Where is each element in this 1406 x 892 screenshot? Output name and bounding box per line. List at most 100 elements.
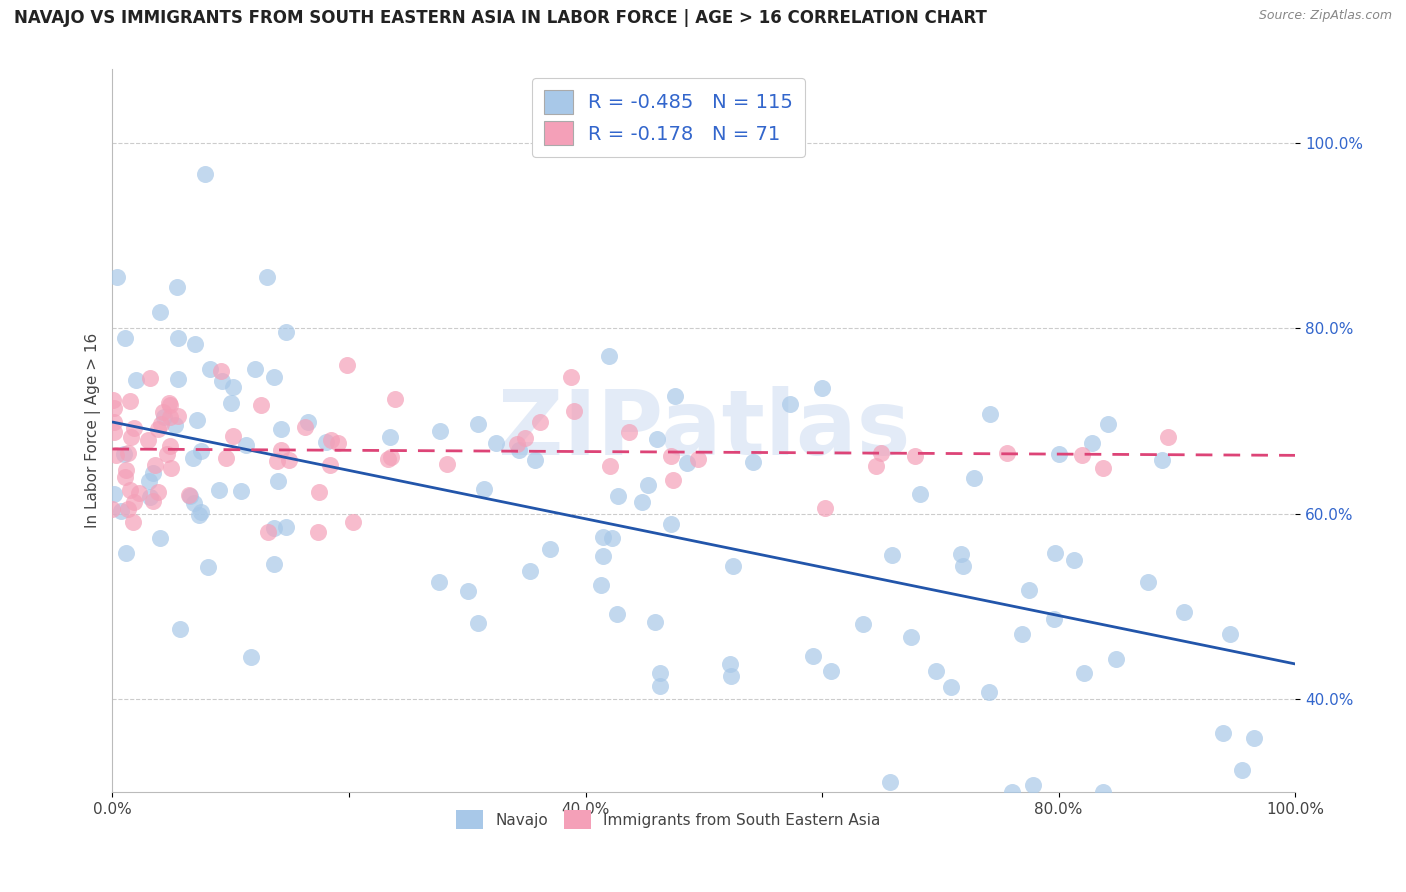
Point bbox=[617, 425, 640, 440]
Point bbox=[103, 401, 125, 416]
Point bbox=[101, 502, 124, 516]
Point bbox=[250, 398, 273, 412]
Point bbox=[718, 657, 741, 671]
Point bbox=[380, 450, 402, 464]
Point bbox=[1001, 785, 1024, 799]
Point bbox=[328, 435, 350, 450]
Point bbox=[315, 434, 337, 449]
Point bbox=[508, 442, 530, 457]
Point bbox=[908, 486, 931, 500]
Point bbox=[183, 496, 205, 510]
Point bbox=[879, 774, 901, 789]
Point bbox=[662, 474, 685, 488]
Point bbox=[120, 393, 142, 408]
Point bbox=[606, 607, 628, 621]
Point bbox=[949, 547, 972, 561]
Point bbox=[124, 421, 146, 435]
Point bbox=[779, 396, 801, 410]
Point bbox=[308, 485, 330, 500]
Point bbox=[165, 418, 187, 433]
Point bbox=[190, 444, 212, 458]
Point bbox=[644, 615, 666, 629]
Point bbox=[952, 558, 974, 573]
Point bbox=[904, 449, 927, 463]
Point bbox=[239, 649, 262, 664]
Point bbox=[427, 574, 450, 589]
Point bbox=[380, 430, 402, 444]
Point bbox=[104, 448, 127, 462]
Point bbox=[117, 502, 139, 516]
Point bbox=[149, 531, 172, 545]
Point bbox=[115, 463, 138, 477]
Point bbox=[1091, 460, 1114, 475]
Point bbox=[166, 279, 188, 293]
Point bbox=[659, 517, 682, 532]
Point bbox=[519, 564, 541, 578]
Point bbox=[529, 415, 551, 429]
Point bbox=[276, 520, 298, 534]
Point bbox=[645, 432, 668, 446]
Point bbox=[436, 458, 458, 472]
Point bbox=[607, 489, 630, 503]
Point bbox=[650, 679, 672, 693]
Point bbox=[117, 446, 139, 460]
Point bbox=[925, 664, 948, 678]
Point bbox=[631, 495, 654, 509]
Point bbox=[659, 449, 682, 463]
Point bbox=[342, 515, 364, 529]
Point bbox=[472, 482, 495, 496]
Point bbox=[592, 530, 614, 544]
Point bbox=[1212, 726, 1234, 740]
Y-axis label: In Labor Force | Age > 16: In Labor Force | Age > 16 bbox=[86, 333, 101, 528]
Point bbox=[229, 484, 252, 499]
Point bbox=[142, 466, 165, 480]
Point bbox=[600, 531, 623, 545]
Point bbox=[103, 487, 125, 501]
Point bbox=[852, 617, 875, 632]
Point bbox=[159, 440, 181, 454]
Point bbox=[979, 407, 1001, 421]
Point bbox=[1047, 448, 1070, 462]
Point bbox=[125, 373, 148, 387]
Legend: Navajo, Immigrants from South Eastern Asia: Navajo, Immigrants from South Eastern As… bbox=[450, 804, 887, 835]
Point bbox=[219, 396, 242, 410]
Point bbox=[1150, 452, 1173, 467]
Point bbox=[103, 415, 125, 429]
Point bbox=[188, 508, 211, 523]
Point bbox=[112, 447, 135, 461]
Point bbox=[184, 337, 207, 351]
Point bbox=[243, 362, 266, 376]
Point bbox=[148, 484, 170, 499]
Point bbox=[115, 546, 138, 560]
Point bbox=[865, 458, 887, 473]
Point bbox=[169, 623, 191, 637]
Point bbox=[186, 413, 208, 427]
Point bbox=[266, 453, 288, 467]
Point bbox=[941, 680, 963, 694]
Point bbox=[467, 417, 489, 431]
Point bbox=[143, 458, 166, 473]
Point bbox=[977, 685, 1000, 699]
Point bbox=[256, 269, 278, 284]
Point bbox=[142, 494, 165, 508]
Point bbox=[274, 325, 297, 339]
Point bbox=[152, 405, 174, 419]
Point bbox=[820, 665, 842, 679]
Point bbox=[167, 372, 190, 386]
Point bbox=[270, 442, 292, 457]
Point bbox=[538, 542, 561, 557]
Point bbox=[128, 486, 150, 500]
Point bbox=[294, 419, 316, 434]
Point bbox=[150, 417, 173, 431]
Point bbox=[198, 362, 221, 376]
Point bbox=[962, 471, 984, 485]
Point bbox=[814, 500, 837, 515]
Point bbox=[592, 549, 614, 564]
Point bbox=[209, 364, 232, 378]
Point bbox=[208, 483, 231, 497]
Point bbox=[485, 436, 508, 450]
Point bbox=[1157, 429, 1180, 443]
Point bbox=[120, 483, 142, 498]
Point bbox=[457, 583, 479, 598]
Point bbox=[266, 474, 288, 488]
